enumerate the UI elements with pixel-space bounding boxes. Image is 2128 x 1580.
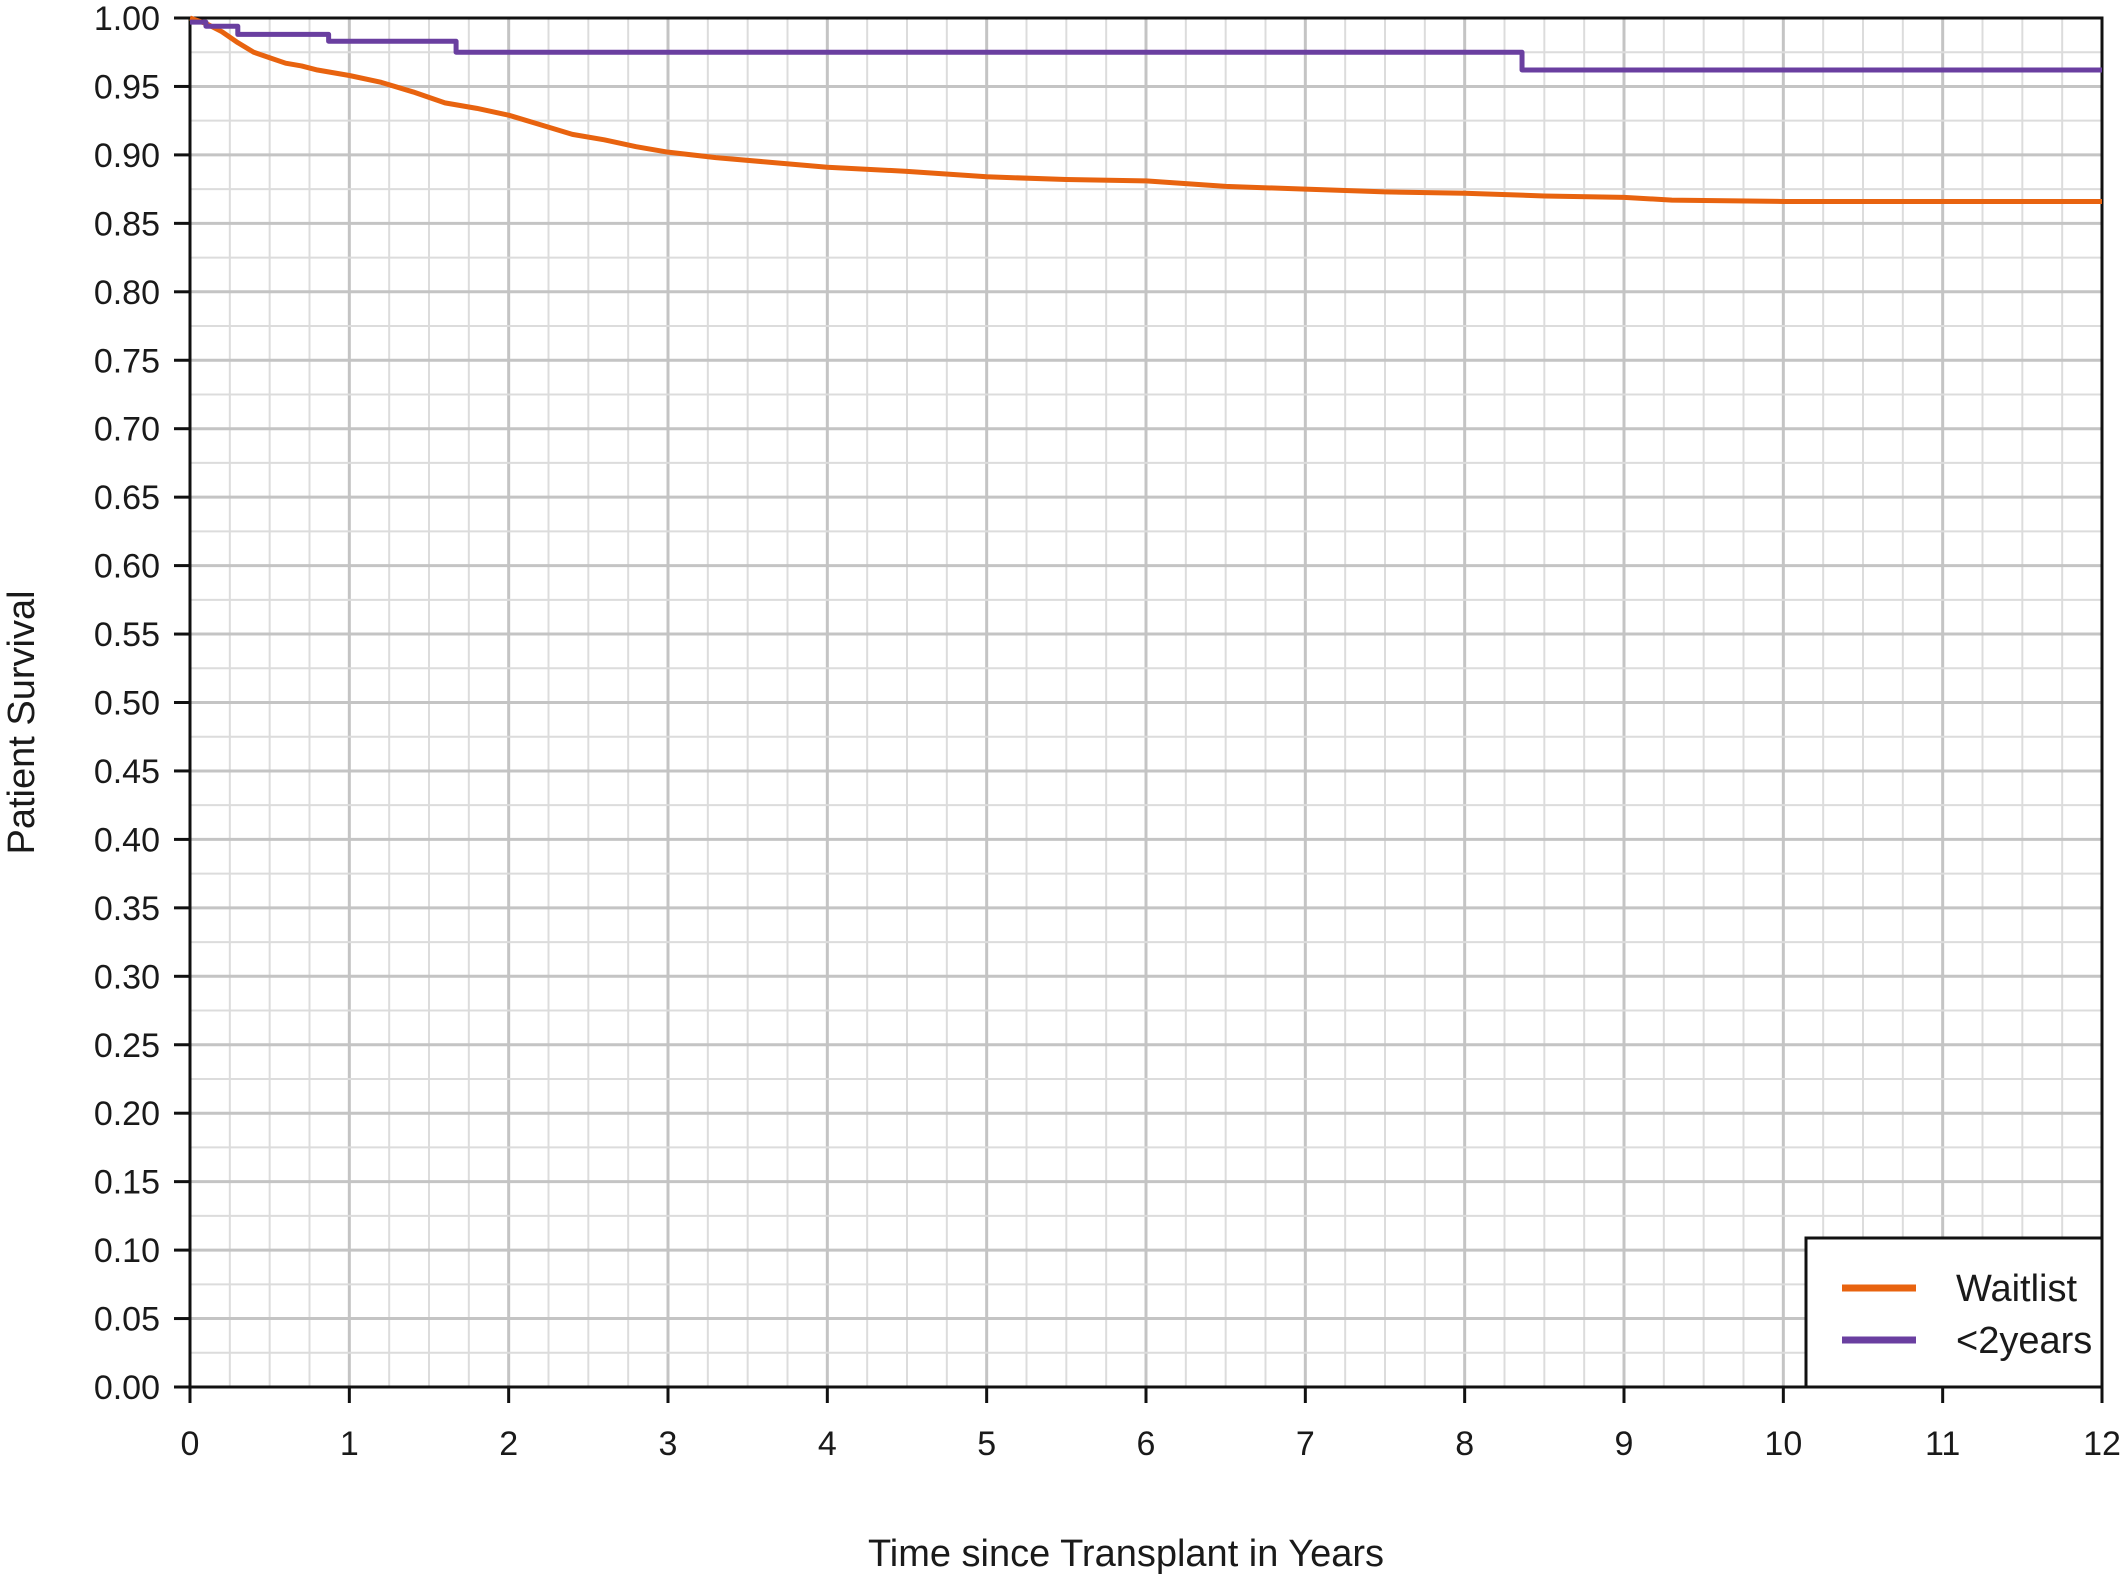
x-tick-label: 9 [1615,1425,1634,1463]
x-tick-label: 4 [818,1425,837,1463]
y-tick-label: 0.45 [94,753,160,791]
y-tick-label: 0.50 [94,685,160,723]
y-axis-label: Patient Survival [1,590,43,854]
y-tick-label: 1.00 [94,0,160,38]
x-axis-label: Time since Transplant in Years [868,1533,1384,1575]
legend-label: Waitlist [1956,1268,2077,1310]
y-tick-label: 0.85 [94,205,160,243]
legend-label: <2years [1956,1320,2092,1362]
series-lines [189,15,2102,204]
y-tick-label: 0.25 [94,1027,160,1065]
grid-lines [188,16,2104,1389]
y-tick-label: 0.75 [94,342,160,380]
x-tick-label: 6 [1137,1425,1156,1463]
y-tick-label: 0.60 [94,548,160,586]
y-tick-label: 0.80 [94,274,160,312]
series-line-0 [189,15,2102,204]
y-tick-label: 0.55 [94,616,160,654]
series-line-1 [190,19,2102,73]
y-tick-label: 0.20 [94,1095,160,1133]
y-tick-label: 0.10 [94,1232,160,1270]
y-tick-label: 0.90 [94,137,160,175]
y-tick-label: 0.70 [94,411,160,449]
y-tick-label: 0.35 [94,890,160,928]
x-tick-label: 7 [1296,1425,1315,1463]
y-tick-label: 0.65 [94,479,160,517]
x-tick-label: 3 [659,1425,678,1463]
x-axis: 0 1 2 3 4 5 6 7 8 9 10 11 12 [181,1387,2121,1463]
x-tick-label: 1 [340,1425,359,1463]
x-tick-label: 8 [1455,1425,1474,1463]
y-tick-label: 0.00 [94,1369,160,1407]
x-tick-label: 12 [2083,1425,2121,1463]
x-tick-label: 5 [977,1425,996,1463]
y-tick-label: 0.30 [94,958,160,996]
x-tick-label: 2 [499,1425,518,1463]
y-tick-label: 0.40 [94,821,160,859]
y-axis: 0.00 0.05 0.10 0.15 0.20 0.25 0.30 0.35 0.40 0.45… [94,0,190,1407]
legend: Waitlist <2years [1804,1236,2104,1389]
x-tick-label: 10 [1764,1425,1802,1463]
legend-box [1804,1236,2104,1389]
x-tick-label: 0 [181,1425,200,1463]
y-tick-label: 0.95 [94,68,160,106]
y-tick-label: 0.15 [94,1164,160,1202]
y-tick-label: 0.05 [94,1301,160,1339]
x-tick-label: 11 [1925,1425,1960,1463]
